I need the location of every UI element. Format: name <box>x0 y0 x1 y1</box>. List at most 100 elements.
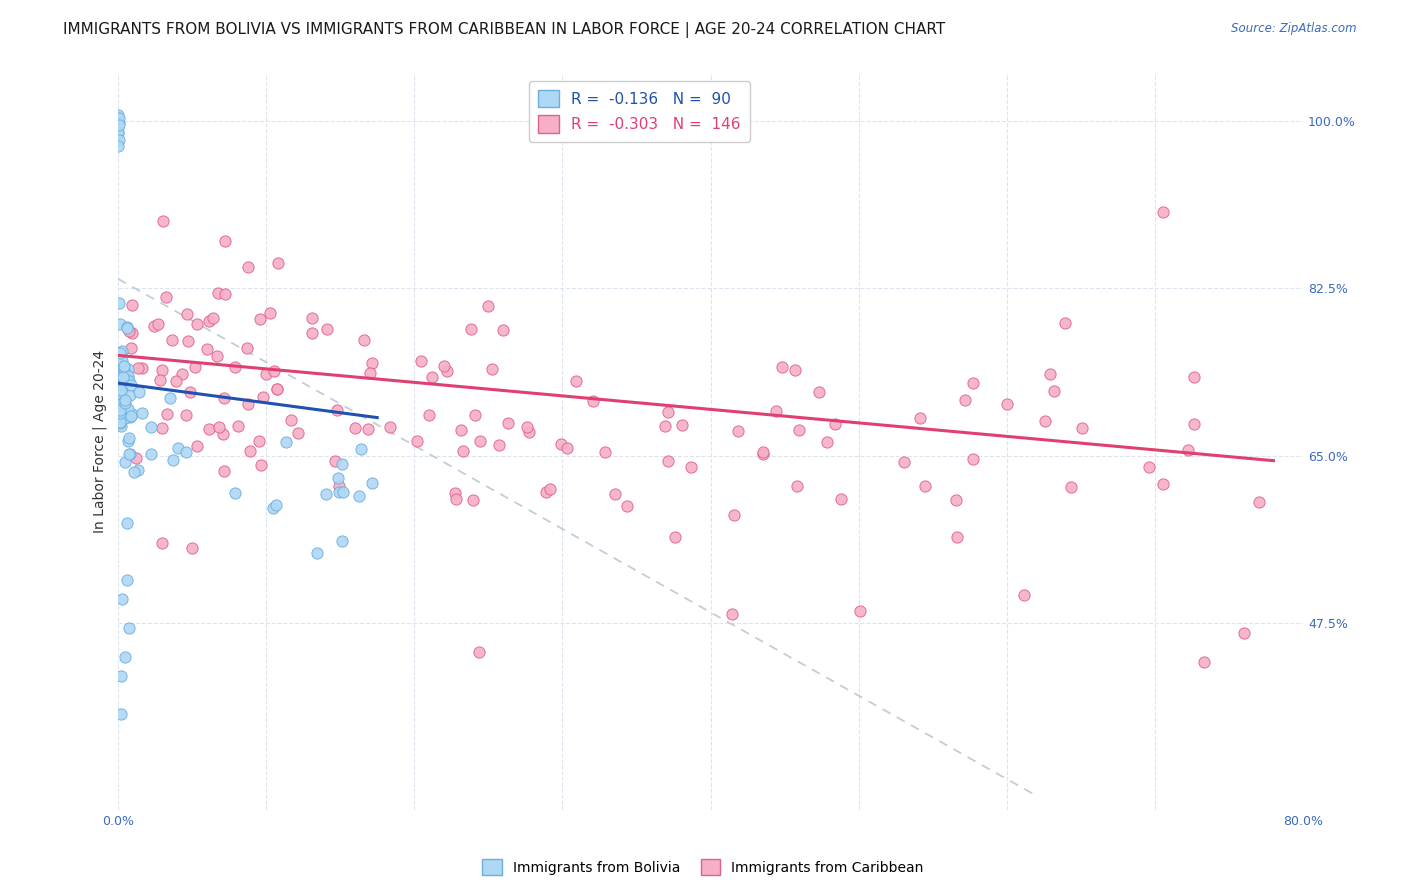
Point <box>198 314 221 328</box>
Point <box>357 421 380 435</box>
Point <box>118 410 141 425</box>
Point <box>406 434 429 448</box>
Point <box>212 391 235 405</box>
Point <box>765 404 787 418</box>
Point <box>250 458 273 473</box>
Point <box>115 319 138 334</box>
Point <box>107 125 129 139</box>
Point <box>451 443 474 458</box>
Point <box>236 341 259 355</box>
Point <box>177 334 200 349</box>
Point <box>436 364 458 378</box>
Point <box>112 359 135 373</box>
Point <box>174 445 197 459</box>
Point <box>582 394 605 409</box>
Point <box>120 409 142 423</box>
Point <box>108 415 131 429</box>
Point <box>550 437 572 451</box>
Point <box>111 370 134 384</box>
Point <box>110 403 132 417</box>
Point <box>315 322 337 336</box>
Point <box>111 384 134 399</box>
Point <box>239 444 262 458</box>
Point <box>565 374 588 388</box>
Point <box>751 445 773 459</box>
Point <box>107 116 129 130</box>
Point <box>908 410 931 425</box>
Point <box>1043 384 1066 399</box>
Point <box>176 307 198 321</box>
Point <box>180 541 202 555</box>
Point <box>477 299 499 313</box>
Point <box>108 346 131 360</box>
Point <box>155 408 177 422</box>
Point <box>110 397 132 411</box>
Legend: R =  -0.136   N =  90, R =  -0.303   N =  146: R = -0.136 N = 90, R = -0.303 N = 146 <box>529 80 751 142</box>
Point <box>252 390 274 404</box>
Point <box>110 318 132 332</box>
Point <box>464 408 486 422</box>
Point <box>112 364 135 378</box>
Point <box>111 354 134 368</box>
Point <box>770 360 793 375</box>
Point <box>893 455 915 469</box>
Point <box>418 408 440 422</box>
Point <box>953 393 976 408</box>
Point <box>110 364 132 378</box>
Point <box>1182 417 1205 432</box>
Point <box>538 482 561 496</box>
Point <box>179 385 201 400</box>
Point <box>332 534 354 549</box>
Point <box>460 322 482 336</box>
Point <box>422 369 444 384</box>
Point <box>110 669 132 683</box>
Point <box>1152 204 1174 219</box>
Point <box>117 371 139 385</box>
Point <box>751 447 773 461</box>
Point <box>110 707 132 722</box>
Point <box>110 418 132 433</box>
Point <box>128 385 150 400</box>
Point <box>111 360 134 375</box>
Point <box>259 306 281 320</box>
Point <box>1071 421 1094 435</box>
Point <box>723 508 745 522</box>
Point <box>111 396 134 410</box>
Point <box>287 425 309 440</box>
Point <box>1014 588 1036 602</box>
Point <box>120 378 142 392</box>
Point <box>121 407 143 421</box>
Point <box>114 396 136 410</box>
Point <box>155 290 177 304</box>
Point <box>679 459 702 474</box>
Point <box>117 321 139 335</box>
Point <box>107 126 129 140</box>
Point <box>262 500 284 515</box>
Point <box>150 363 173 377</box>
Point <box>224 359 246 374</box>
Point <box>174 409 197 423</box>
Point <box>409 354 432 368</box>
Point <box>108 416 131 430</box>
Point <box>267 255 290 269</box>
Point <box>808 385 831 400</box>
Point <box>214 464 236 478</box>
Point <box>166 441 188 455</box>
Point <box>332 457 354 471</box>
Point <box>1137 460 1160 475</box>
Point <box>945 493 967 508</box>
Point <box>211 427 233 442</box>
Point <box>108 112 131 126</box>
Point <box>786 478 808 492</box>
Point <box>120 341 142 355</box>
Point <box>186 317 208 331</box>
Point <box>1233 626 1256 640</box>
Point <box>249 311 271 326</box>
Point <box>111 343 134 358</box>
Point <box>461 493 484 508</box>
Point <box>1152 476 1174 491</box>
Point <box>115 372 138 386</box>
Point <box>120 387 142 401</box>
Point <box>534 484 557 499</box>
Point <box>315 486 337 500</box>
